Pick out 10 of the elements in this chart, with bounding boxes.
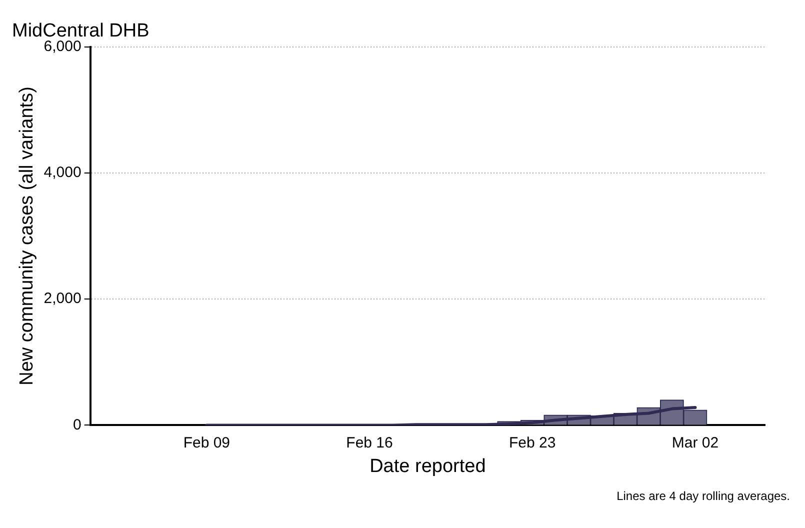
x-tick-label: Feb 23 bbox=[509, 434, 556, 452]
y-tick-label: 4,000 bbox=[44, 164, 82, 182]
y-axis-title: New community cases (all variants) bbox=[16, 86, 38, 386]
x-tick-label: Feb 16 bbox=[346, 434, 393, 452]
y-tick-label: 2,000 bbox=[44, 290, 82, 308]
text: Lines are 4 day rolling averages. bbox=[616, 489, 790, 503]
x-axis-title: Date reported bbox=[370, 456, 486, 477]
x-tick-label: Feb 09 bbox=[183, 434, 230, 452]
y-tick-label: 0 bbox=[72, 416, 82, 434]
x-tick-label: Mar 02 bbox=[672, 434, 719, 452]
